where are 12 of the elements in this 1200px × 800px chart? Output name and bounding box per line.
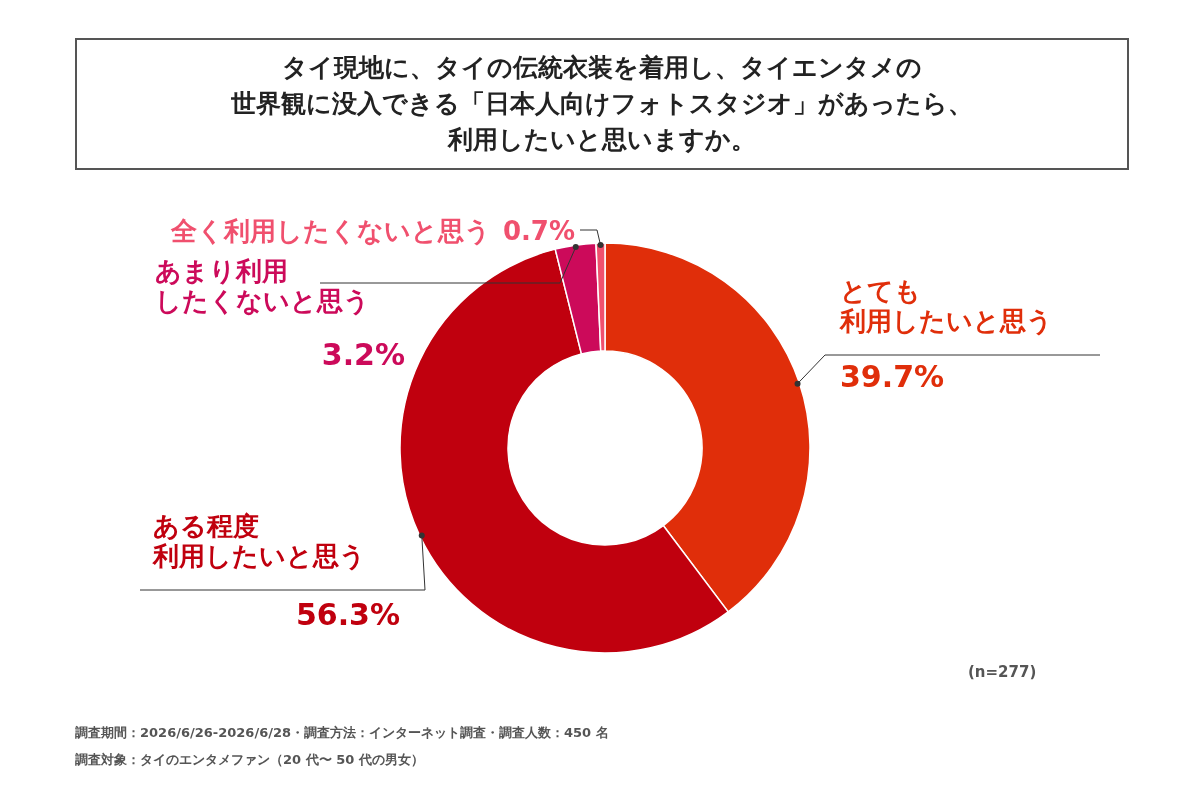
slice-label: あまり利用したくないと思う — [155, 256, 370, 316]
chart-title: タイ現地に、タイの伝統衣装を着用し、タイエンタメの世界観に没入できる「日本人向けフォトスタジオ」があったら、利用したいと思いますか。 — [230, 52, 974, 156]
slice-label: 全く利用したくないと思う — [169, 216, 491, 246]
slice-label: ある程度利用したいと思う — [152, 511, 366, 571]
data-label: 39.7% — [840, 359, 945, 394]
text: 調査期間：2026/6/26-2026/6/28・調査方法：インターネット調査・調査人数：450 名 — [75, 724, 609, 742]
data-label: 0.7% — [502, 216, 575, 246]
text: 調査対象：タイのエンタメファン（20 代〜 50 代の男女） — [75, 751, 424, 769]
data-label: 56.3% — [295, 597, 400, 632]
slice-label: とても利用したいと思う — [839, 276, 1053, 336]
data-label: 3.2% — [321, 337, 405, 372]
text: (n=277) — [968, 663, 1037, 681]
